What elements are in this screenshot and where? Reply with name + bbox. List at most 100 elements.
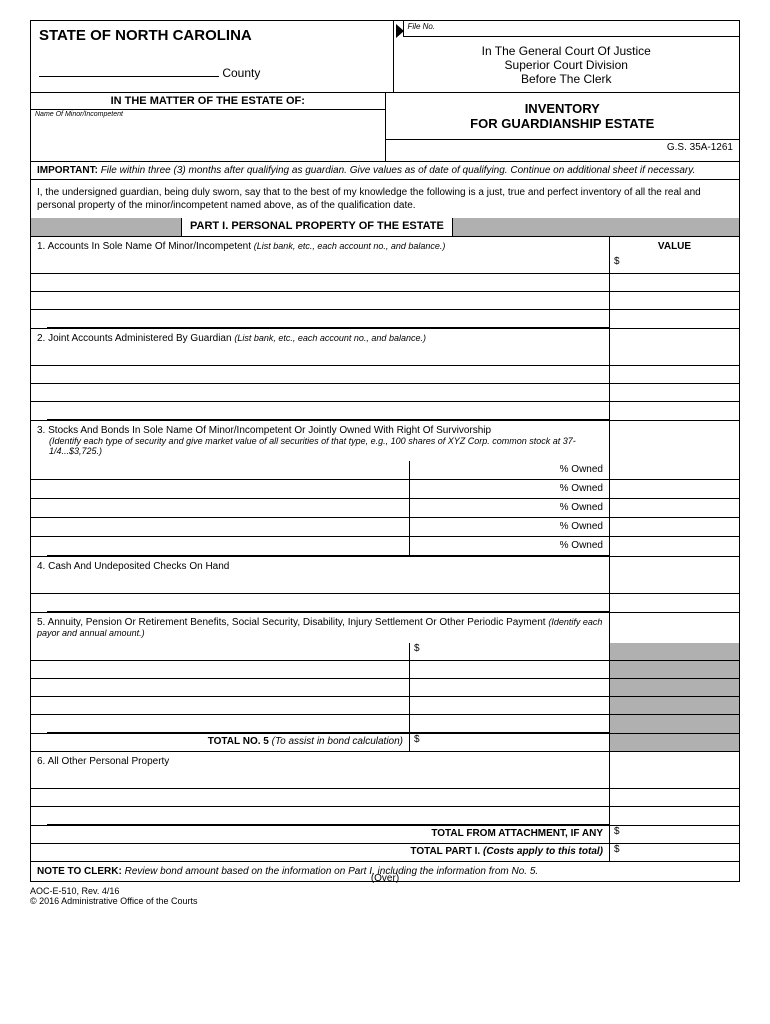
gray-left: [31, 218, 181, 236]
title-right: INVENTORY FOR GUARDIANSHIP ESTATE G.S. 3…: [386, 92, 740, 161]
section-5: 5. Annuity, Pension Or Retirement Benefi…: [31, 612, 739, 751]
item6-line1[interactable]: [31, 771, 739, 789]
item3-title: Stocks And Bonds In Sole Name Of Minor/I…: [48, 425, 491, 436]
item6-line2[interactable]: [31, 789, 739, 807]
item2-title: Joint Accounts Administered By Guardian: [48, 333, 231, 344]
item5-desc: 5. Annuity, Pension Or Retirement Benefi…: [31, 613, 609, 643]
item4-desc: 4. Cash And Undeposited Checks On Hand: [31, 557, 609, 576]
court-line2: Superior Court Division: [398, 58, 736, 72]
item3-value: [609, 421, 739, 461]
item1-header: 1. Accounts In Sole Name Of Minor/Incomp…: [31, 237, 739, 256]
item5-line1[interactable]: $: [31, 643, 739, 661]
item5-header: 5. Annuity, Pension Or Retirement Benefi…: [31, 613, 739, 643]
item6-value: [609, 752, 739, 771]
section-1: 1. Accounts In Sole Name Of Minor/Incomp…: [31, 236, 739, 328]
item4-line1[interactable]: [31, 576, 739, 594]
item5-line3[interactable]: [31, 679, 739, 697]
important-text: File within three (3) months after quali…: [101, 165, 696, 176]
gs-reference: G.S. 35A-1261: [386, 139, 740, 155]
section-4: 4. Cash And Undeposited Checks On Hand: [31, 556, 739, 612]
total-part1-row: TOTAL PART I. (Costs apply to this total…: [31, 843, 739, 861]
item1-title: Accounts In Sole Name Of Minor/Incompete…: [48, 241, 251, 252]
total-attach-row: TOTAL FROM ATTACHMENT, IF ANY $: [31, 825, 739, 843]
total-attach-value[interactable]: $: [609, 826, 739, 843]
important-label: IMPORTANT:: [37, 165, 98, 176]
item2-header: 2. Joint Accounts Administered By Guardi…: [31, 329, 739, 348]
item6-line3[interactable]: [31, 807, 739, 825]
item6-header: 6. All Other Personal Property: [31, 752, 739, 771]
item3-line5[interactable]: % Owned: [31, 537, 739, 556]
item1-line4[interactable]: [31, 310, 739, 328]
item3-line4[interactable]: % Owned: [31, 518, 739, 537]
file-no-label[interactable]: File No.: [403, 21, 740, 37]
item4-header: 4. Cash And Undeposited Checks On Hand: [31, 557, 739, 576]
item5-line5[interactable]: [31, 715, 739, 733]
item3-line1[interactable]: % Owned: [31, 461, 739, 480]
gray-right: [453, 218, 739, 236]
total5-label: TOTAL NO. 5 (To assist in bond calculati…: [31, 734, 409, 751]
item4-title: Cash And Undeposited Checks On Hand: [48, 561, 229, 572]
item4-line2[interactable]: [31, 594, 739, 612]
court-info: In The General Court Of Justice Superior…: [394, 38, 740, 92]
item2-line1[interactable]: [31, 348, 739, 366]
total5-row: TOTAL NO. 5 (To assist in bond calculati…: [31, 733, 739, 751]
total-part1-value[interactable]: $: [609, 844, 739, 861]
item6-desc: 6. All Other Personal Property: [31, 752, 609, 771]
county-label: County: [222, 66, 260, 80]
total-attach-label: TOTAL FROM ATTACHMENT, IF ANY: [31, 826, 609, 843]
item3-hint: (Identify each type of security and give…: [49, 436, 603, 456]
name-input[interactable]: [31, 119, 385, 161]
item3-line3[interactable]: % Owned: [31, 499, 739, 518]
matter-row: IN THE MATTER OF THE ESTATE OF: Name Of …: [31, 92, 739, 161]
county-row: County: [39, 66, 385, 80]
item3-num: 3.: [37, 425, 45, 436]
item1-num: 1.: [37, 241, 45, 252]
copyright: © 2016 Administrative Office of the Cour…: [30, 896, 740, 906]
name-label: Name Of Minor/Incompetent: [31, 110, 385, 119]
item5-num: 5.: [37, 617, 45, 628]
item3-line2[interactable]: % Owned: [31, 480, 739, 499]
item2-hint: (List bank, etc., each account no., and …: [234, 333, 426, 343]
value-header: VALUE: [609, 237, 739, 256]
form-title-1: INVENTORY: [394, 101, 732, 116]
court-line1: In The General Court Of Justice: [398, 44, 736, 58]
matter-header: IN THE MATTER OF THE ESTATE OF:: [31, 92, 385, 110]
matter-left: IN THE MATTER OF THE ESTATE OF: Name Of …: [31, 92, 386, 161]
item1-line1[interactable]: [31, 256, 739, 274]
item2-num: 2.: [37, 333, 45, 344]
total5-amount[interactable]: $: [409, 734, 609, 751]
item6-num: 6.: [37, 756, 45, 767]
county-input-line[interactable]: [39, 76, 219, 77]
item3-desc: 3. Stocks And Bonds In Sole Name Of Mino…: [31, 421, 609, 461]
item1-line3[interactable]: [31, 292, 739, 310]
item2-line4[interactable]: [31, 402, 739, 420]
item3-header: 3. Stocks And Bonds In Sole Name Of Mino…: [31, 421, 739, 461]
section-2: 2. Joint Accounts Administered By Guardi…: [31, 328, 739, 420]
note-label: NOTE TO CLERK:: [37, 866, 122, 877]
state-title: STATE OF NORTH CAROLINA: [39, 27, 385, 44]
item2-desc: 2. Joint Accounts Administered By Guardi…: [31, 329, 609, 348]
item1-desc: 1. Accounts In Sole Name Of Minor/Incomp…: [31, 237, 609, 256]
item2-line3[interactable]: [31, 384, 739, 402]
item1-line2[interactable]: [31, 274, 739, 292]
item5-value-spacer: [609, 613, 739, 643]
item6-title: All Other Personal Property: [48, 756, 170, 767]
header-right: File No. In The General Court Of Justice…: [394, 21, 740, 92]
form-title: INVENTORY FOR GUARDIANSHIP ESTATE: [386, 92, 740, 139]
part1-header: PART I. PERSONAL PROPERTY OF THE ESTATE: [181, 218, 453, 236]
item5-line4[interactable]: [31, 697, 739, 715]
footer: AOC-E-510, Rev. 4/16 © 2016 Administrati…: [30, 886, 740, 906]
important-row: IMPORTANT: File within three (3) months …: [31, 161, 739, 180]
form-title-2: FOR GUARDIANSHIP ESTATE: [394, 116, 732, 131]
item2-value: [609, 329, 739, 348]
form-number: AOC-E-510, Rev. 4/16: [30, 886, 740, 896]
item2-line2[interactable]: [31, 366, 739, 384]
section-3: 3. Stocks And Bonds In Sole Name Of Mino…: [31, 420, 739, 556]
item5-title: Annuity, Pension Or Retirement Benefits,…: [48, 617, 546, 628]
note-text: Review bond amount based on the informat…: [125, 866, 539, 877]
item1-hint: (List bank, etc., each account no., and …: [254, 241, 446, 251]
item5-line2[interactable]: [31, 661, 739, 679]
court-line3: Before The Clerk: [398, 72, 736, 86]
form-container: STATE OF NORTH CAROLINA County File No. …: [30, 20, 740, 882]
sworn-statement: I, the undersigned guardian, being duly …: [31, 180, 739, 218]
